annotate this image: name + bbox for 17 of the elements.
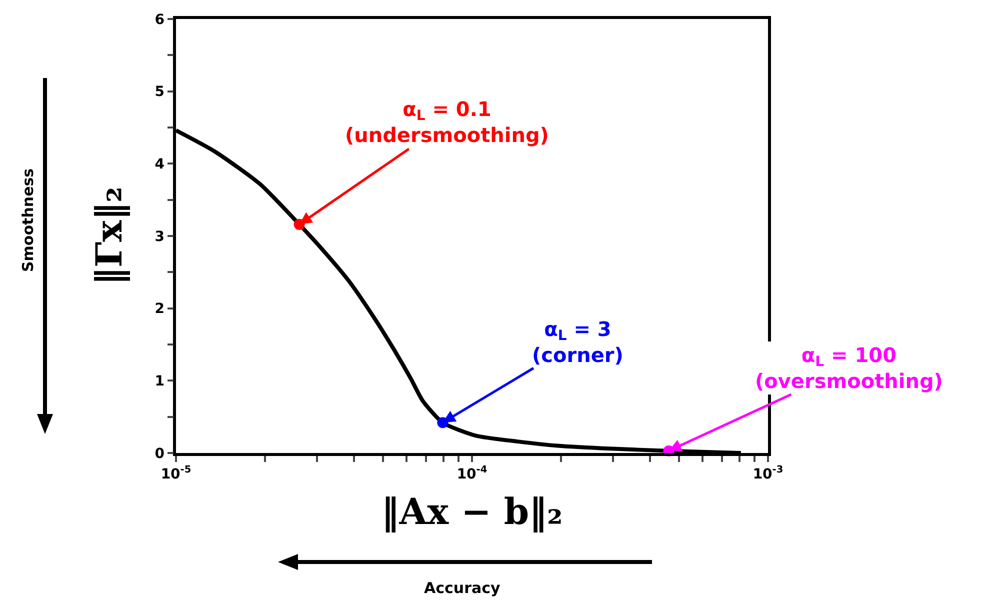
annotation: α$_{L}$ = 100 (oversmoothing) [755, 343, 943, 393]
y-tick-label: 2 [154, 301, 164, 318]
x-axis-title: ‖Ax − b‖₂ [381, 491, 563, 534]
annotation: α$_{L}$ = 3 (corner) [532, 317, 624, 367]
annotation: α$_{L}$ = 0.1 (undersmoothing) [345, 97, 549, 147]
y-tick-label: 6 [154, 12, 164, 28]
y-tick-label: 1 [154, 374, 164, 390]
x-tick-label: 10$^{-3}$ [752, 464, 784, 483]
y-tick-label: 4 [154, 156, 165, 173]
x-tick-label: 10$^{-4}$ [456, 464, 488, 483]
y-tick-label: 3 [154, 228, 164, 245]
y-tick-label: 0 [154, 446, 165, 462]
x-tick-label: 10$^{-5}$ [160, 464, 192, 483]
text: Accuracy [424, 579, 500, 597]
y-axis-title: ‖Γx‖₂ [88, 186, 131, 286]
y-tick-label: 5 [154, 84, 164, 100]
text: Smoothness [19, 168, 37, 272]
